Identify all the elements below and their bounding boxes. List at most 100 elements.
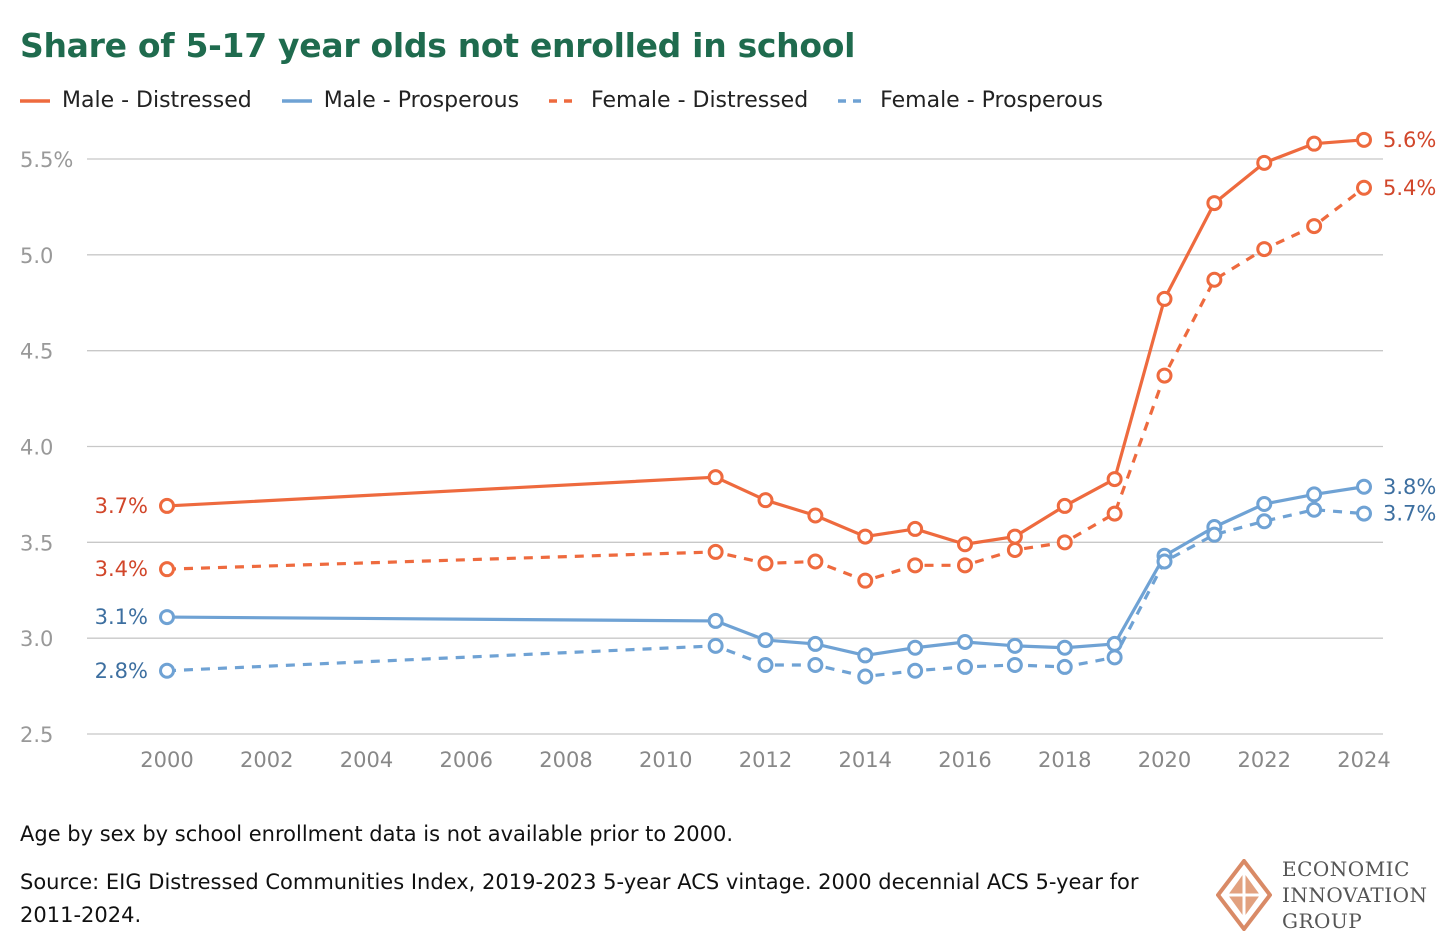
logo-line: GROUP: [1282, 909, 1363, 933]
data-point-female-prosperous: [707, 637, 724, 654]
data-point-female-distressed: [1156, 367, 1173, 384]
data-point-male-prosperous: [857, 647, 874, 664]
data-point-female-prosperous: [857, 668, 874, 685]
eig-logo-icon: [1216, 859, 1272, 931]
source-note: Source: EIG Distressed Communities Index…: [20, 870, 1139, 927]
data-point-female-distressed: [707, 543, 724, 560]
series-line-female-prosperous: [166, 508, 1365, 679]
data-point-male-distressed: [907, 520, 924, 537]
legend-item-female-prosperous: Female - Prosperous: [838, 88, 1103, 113]
data-point-male-distressed: [957, 536, 973, 553]
x-tick-label: 2010: [639, 748, 692, 772]
data-point-female-distressed: [857, 572, 874, 589]
legend-swatch: [281, 98, 312, 103]
x-tick-label: 2004: [340, 748, 393, 772]
data-point-male-prosperous: [1006, 637, 1023, 654]
y-tick-label: 5.5%: [20, 148, 73, 172]
data-point-female-distressed: [757, 555, 774, 572]
data-point-female-distressed: [1006, 542, 1023, 558]
legend-label: Male - Distressed: [62, 88, 252, 113]
data-point-female-distressed: [1106, 505, 1123, 522]
data-point-male-distressed: [857, 528, 874, 545]
data-point-male-distressed: [1056, 497, 1073, 514]
y-tick-label: 3.0: [20, 627, 53, 651]
x-tick-label: 2020: [1138, 748, 1191, 772]
data-point-female-prosperous: [1306, 501, 1323, 518]
data-point-female-distressed: [1056, 534, 1073, 551]
x-tick-label: 2008: [539, 748, 592, 772]
data-point-female-distressed: [159, 561, 175, 578]
data-point-female-prosperous: [907, 662, 924, 679]
data-point-male-distressed: [1256, 154, 1273, 171]
data-point-female-distressed: [1256, 241, 1273, 258]
data-point-male-prosperous: [1306, 486, 1323, 503]
data-point-female-prosperous: [957, 658, 973, 675]
x-tick-label: 2002: [240, 748, 293, 772]
legend-label: Female - Distressed: [591, 88, 809, 113]
x-tick-label: 2006: [440, 748, 493, 772]
start-label-male-prosperous: 3.1%: [95, 605, 148, 629]
data-point-female-distressed: [907, 557, 924, 574]
data-point-male-prosperous: [1356, 478, 1372, 495]
data-point-female-prosperous: [1006, 657, 1023, 673]
data-point-female-distressed: [957, 557, 973, 574]
data-point-female-distressed: [807, 553, 824, 570]
line-chart: 2.5 3.0 3.5 4.0 4.5 5.0 5.5% 2000 2002 2004 2006 20…: [20, 128, 1436, 772]
legend-swatch: [20, 98, 50, 103]
legend-item-male-distressed: Male - Distressed: [20, 88, 252, 113]
data-point-male-distressed: [159, 497, 175, 514]
end-label-female-prosperous: 3.7%: [1383, 502, 1436, 526]
data-point-female-prosperous: [1156, 553, 1173, 570]
data-point-male-prosperous: [1106, 635, 1123, 652]
x-tick-label: 2012: [739, 748, 792, 772]
series-line-male-distressed: [166, 138, 1365, 546]
x-tick-label: 2014: [839, 748, 892, 772]
data-point-male-distressed: [757, 492, 774, 509]
data-point-female-distressed: [1206, 271, 1223, 288]
x-tick-label: 2000: [140, 748, 193, 772]
x-tick-label: 2016: [938, 748, 991, 772]
start-label-female-prosperous: 2.8%: [95, 659, 148, 683]
data-point-female-prosperous: [807, 657, 824, 673]
availability-note: Age by sex by school enrollment data is …: [20, 822, 734, 846]
legend-label: Female - Prosperous: [880, 88, 1103, 113]
data-point-female-prosperous: [1256, 513, 1273, 530]
legend-item-male-prosperous: Male - Prosperous: [281, 88, 519, 113]
data-point-male-distressed: [1006, 528, 1023, 545]
data-point-male-distressed: [1156, 290, 1173, 307]
data-point-male-distressed: [1306, 135, 1323, 152]
data-point-female-prosperous: [1106, 649, 1123, 666]
data-point-male-distressed: [1106, 471, 1123, 488]
data-point-male-distressed: [707, 469, 724, 486]
logo-line: ECONOMIC: [1282, 857, 1410, 881]
data-point-female-prosperous: [1356, 505, 1372, 522]
data-point-male-prosperous: [1056, 639, 1073, 656]
y-tick-label: 4.0: [20, 436, 53, 460]
end-label-female-distressed: 5.4%: [1383, 176, 1436, 200]
y-tick-label: 2.5: [20, 723, 53, 747]
y-tick-label: 4.5: [20, 340, 53, 364]
data-point-male-prosperous: [159, 609, 175, 626]
data-point-male-prosperous: [707, 612, 724, 629]
series-line-female-distressed: [166, 186, 1365, 583]
data-point-male-prosperous: [1256, 496, 1273, 512]
start-label-male-distressed: 3.7%: [95, 494, 148, 518]
data-point-female-prosperous: [1056, 658, 1073, 675]
data-point-male-distressed: [1206, 195, 1223, 212]
data-point-male-prosperous: [757, 632, 774, 649]
x-tick-label: 2018: [1038, 748, 1091, 772]
eig-logo: ECONOMIC INNOVATION GROUP: [1216, 856, 1428, 934]
legend-swatch: [549, 98, 580, 103]
y-tick-label: 5.0: [20, 244, 53, 268]
legend-item-female-distressed: Female - Distressed: [549, 88, 808, 113]
data-point-male-distressed: [807, 507, 824, 524]
data-point-female-distressed: [1356, 179, 1372, 196]
data-point-male-prosperous: [907, 639, 924, 656]
data-point-female-prosperous: [159, 662, 175, 679]
data-point-male-distressed: [1356, 131, 1372, 148]
data-point-male-prosperous: [807, 635, 824, 652]
data-point-female-prosperous: [757, 657, 774, 673]
data-point-female-distressed: [1306, 218, 1323, 235]
data-point-male-prosperous: [957, 634, 973, 650]
x-tick-label: 2024: [1337, 748, 1390, 772]
